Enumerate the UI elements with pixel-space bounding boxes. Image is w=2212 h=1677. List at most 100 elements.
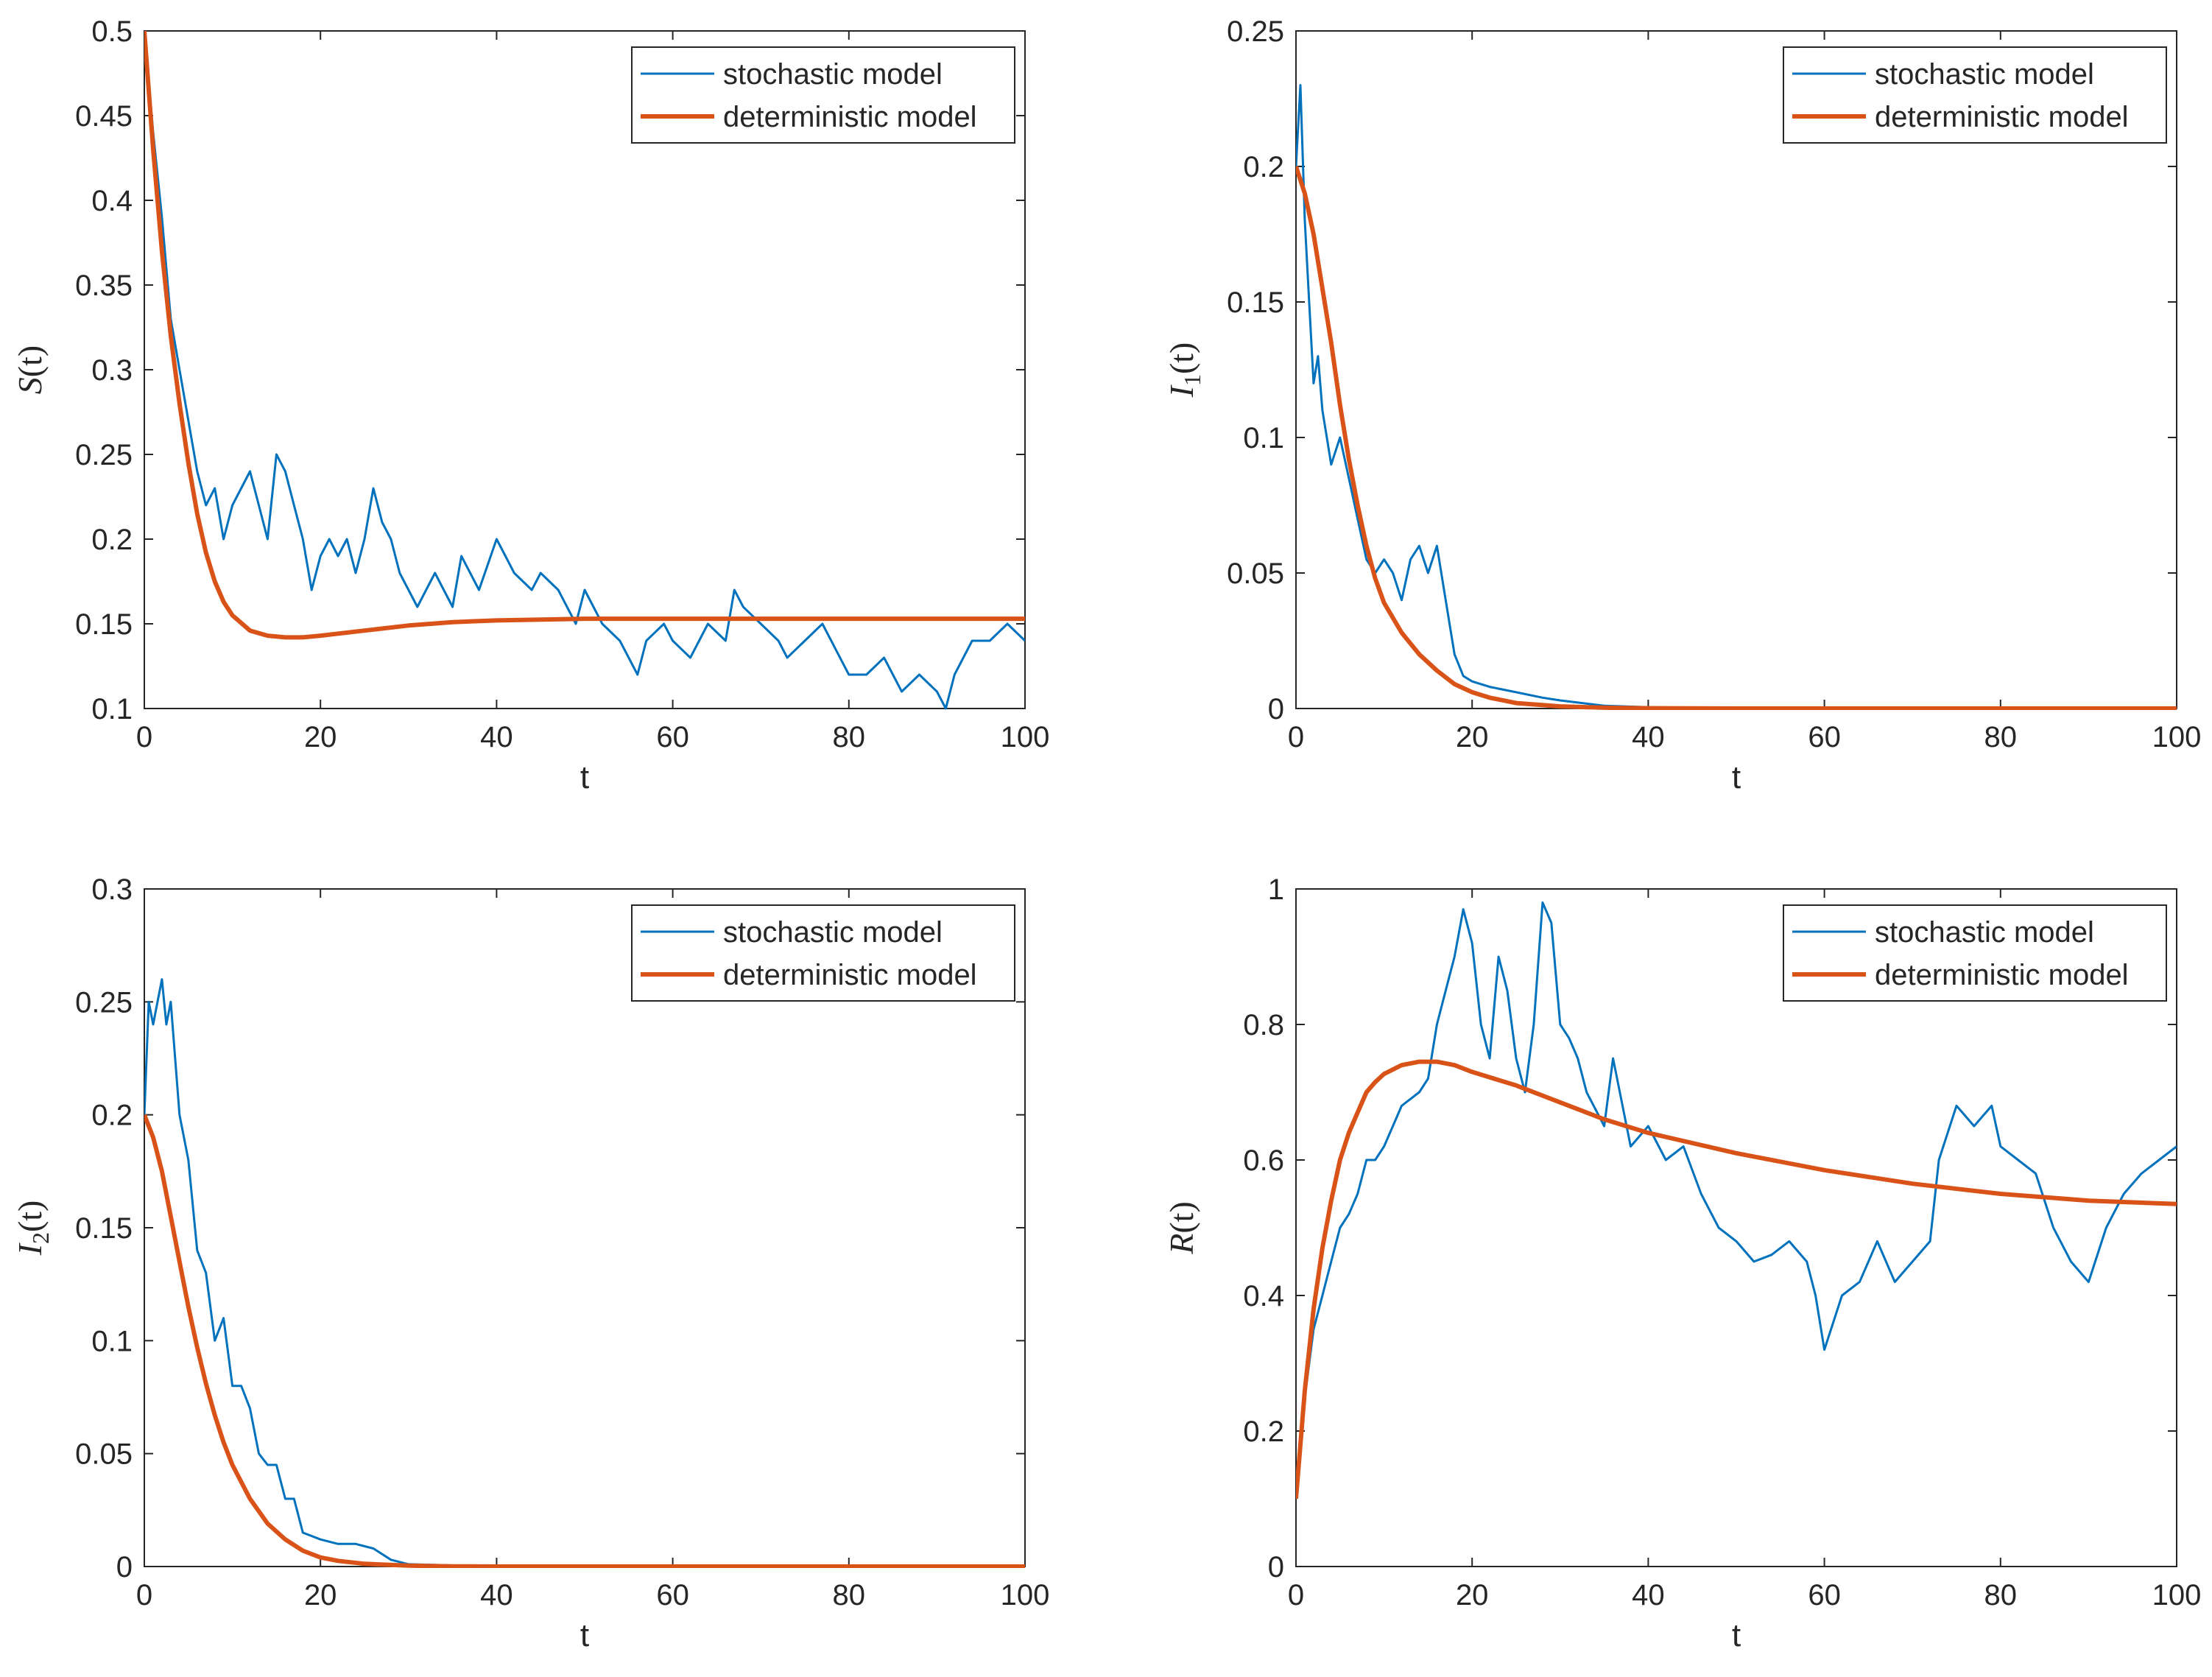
y-tick-label: 0.25: [75, 439, 133, 471]
x-tick-label: 40: [1632, 1579, 1665, 1611]
legend-label: stochastic model: [723, 58, 943, 91]
y-tick-label: 0.45: [75, 100, 133, 133]
series-stochastic-line: [144, 30, 1025, 710]
y-axis-label: I2(t): [11, 1200, 54, 1256]
series-deterministic-line: [1296, 1059, 2177, 1500]
y-axis-label-subscript: 2: [27, 1232, 54, 1244]
axes-box: [1295, 888, 2177, 1567]
x-tick-label: 40: [480, 721, 513, 753]
y-axis-label: I1(t): [1163, 342, 1205, 398]
x-tick-label: 100: [2152, 721, 2202, 753]
y-tick-label: 0.3: [91, 354, 133, 387]
y-tick-label: 0.15: [1227, 286, 1284, 319]
chart-panel-I1: 0 20 40 60 80 100 0 0.05 0.1 0.15 0.2 0.25 t I1(t) sto…: [1163, 15, 2201, 795]
y-axis-label-main: S: [11, 377, 49, 394]
y-axis-label-main: R: [1163, 1234, 1200, 1255]
x-axis-label: t: [580, 1617, 589, 1653]
y-axis-label-main: I: [1163, 384, 1200, 398]
legend-label: stochastic model: [1875, 58, 2094, 91]
y-tick-label: 0.25: [1227, 15, 1284, 48]
y-tick-label: 1: [1268, 873, 1284, 906]
legend-box: [1783, 46, 2167, 144]
x-tick-label: 20: [1456, 1579, 1489, 1611]
y-tick-label: 0.1: [91, 1325, 133, 1357]
series-stochastic-line: [1296, 901, 2177, 1500]
series-deterministic-line: [144, 1114, 1025, 1568]
x-axis-label: t: [1732, 759, 1741, 795]
x-tick-label: 100: [2152, 1579, 2202, 1611]
x-tick-label: 100: [1001, 1579, 1050, 1611]
legend: stochastic model deterministic model: [1783, 46, 2167, 144]
x-axis-label: t: [580, 759, 589, 795]
legend: stochastic model deterministic model: [631, 904, 1015, 1002]
y-axis-label-suffix: (t): [11, 345, 49, 377]
series-deterministic-line: [144, 30, 1025, 640]
y-tick-label: 0.05: [1227, 558, 1284, 590]
legend-label: deterministic model: [1875, 959, 2129, 991]
y-tick-label: 0.1: [91, 693, 133, 725]
y-tick-label: 0.2: [91, 1100, 133, 1132]
y-tick-label: 0.15: [75, 608, 133, 641]
y-tick-label: 0.1: [1243, 422, 1284, 454]
x-tick-label: 80: [1984, 1579, 2018, 1611]
series-stochastic-line: [144, 978, 1025, 1568]
legend-box: [1783, 904, 2167, 1002]
legend-label: deterministic model: [1875, 101, 2129, 133]
y-tick-label: 0.05: [75, 1438, 133, 1471]
x-tick-label: 20: [1456, 721, 1489, 753]
legend-box: [631, 46, 1015, 144]
y-tick-label: 0.15: [75, 1212, 133, 1245]
y-axis-label-suffix: (t): [1163, 1201, 1200, 1233]
y-tick-label: 0: [116, 1551, 133, 1583]
y-axis-label: R(t): [1163, 1201, 1200, 1255]
y-tick-label: 0: [1268, 1551, 1284, 1583]
x-tick-label: 80: [833, 1579, 866, 1611]
y-tick-label: 0: [1268, 693, 1284, 725]
chart-panel-I2: 0 20 40 60 80 100 0 0.05 0.1 0.15 0.2 0.25 0.3 t I2(t)…: [11, 873, 1049, 1653]
y-axis-label-suffix: (t): [11, 1200, 49, 1232]
y-tick-label: 0.2: [91, 524, 133, 556]
y-axis-label: S(t): [11, 345, 49, 394]
y-tick-label: 0.25: [75, 986, 133, 1019]
y-tick-label: 0.8: [1243, 1009, 1284, 1041]
y-axis-label-subscript: 1: [1179, 374, 1205, 386]
legend-label: deterministic model: [723, 959, 977, 991]
chart-panel-S: 0 20 40 60 80 100 0.1 0.15 0.2 0.25 0.3 0.35 0.4 0.45…: [11, 15, 1049, 795]
x-tick-label: 40: [480, 1579, 513, 1611]
legend-label: stochastic model: [723, 916, 943, 949]
x-tick-label: 100: [1001, 721, 1050, 753]
y-tick-label: 0.35: [75, 270, 133, 302]
legend: stochastic model deterministic model: [1783, 904, 2167, 1002]
x-tick-label: 0: [1288, 1579, 1304, 1611]
y-tick-label: 0.3: [91, 873, 133, 906]
y-tick-label: 0.2: [1243, 151, 1284, 183]
x-tick-label: 60: [1808, 1579, 1841, 1611]
x-tick-label: 60: [656, 1579, 689, 1611]
series-stochastic-line: [1296, 84, 2177, 710]
x-tick-label: 20: [304, 721, 337, 753]
x-tick-label: 0: [1288, 721, 1304, 753]
legend-label: deterministic model: [723, 101, 977, 133]
legend-label: stochastic model: [1875, 916, 2094, 949]
legend: stochastic model deterministic model: [631, 46, 1015, 144]
y-tick-label: 0.5: [91, 15, 133, 48]
y-axis-label-main: I: [11, 1242, 49, 1256]
chart-panel-R: 0 20 40 60 80 100 0 0.2 0.4 0.6 0.8 1 t R(t) stochasti…: [1163, 873, 2201, 1653]
x-tick-label: 40: [1632, 721, 1665, 753]
x-tick-label: 80: [833, 721, 866, 753]
y-axis-label-suffix: (t): [1163, 342, 1200, 374]
x-axis-label: t: [1732, 1617, 1741, 1653]
series-deterministic-line: [1296, 166, 2177, 710]
x-tick-label: 0: [136, 1579, 152, 1611]
y-tick-label: 0.4: [91, 185, 133, 217]
y-tick-label: 0.4: [1243, 1280, 1284, 1312]
x-tick-label: 20: [304, 1579, 337, 1611]
y-tick-label: 0.6: [1243, 1145, 1284, 1177]
x-tick-label: 60: [1808, 721, 1841, 753]
x-tick-label: 0: [136, 721, 152, 753]
x-tick-label: 60: [656, 721, 689, 753]
legend-box: [631, 904, 1015, 1002]
x-tick-label: 80: [1984, 721, 2018, 753]
y-tick-label: 0.2: [1243, 1416, 1284, 1448]
